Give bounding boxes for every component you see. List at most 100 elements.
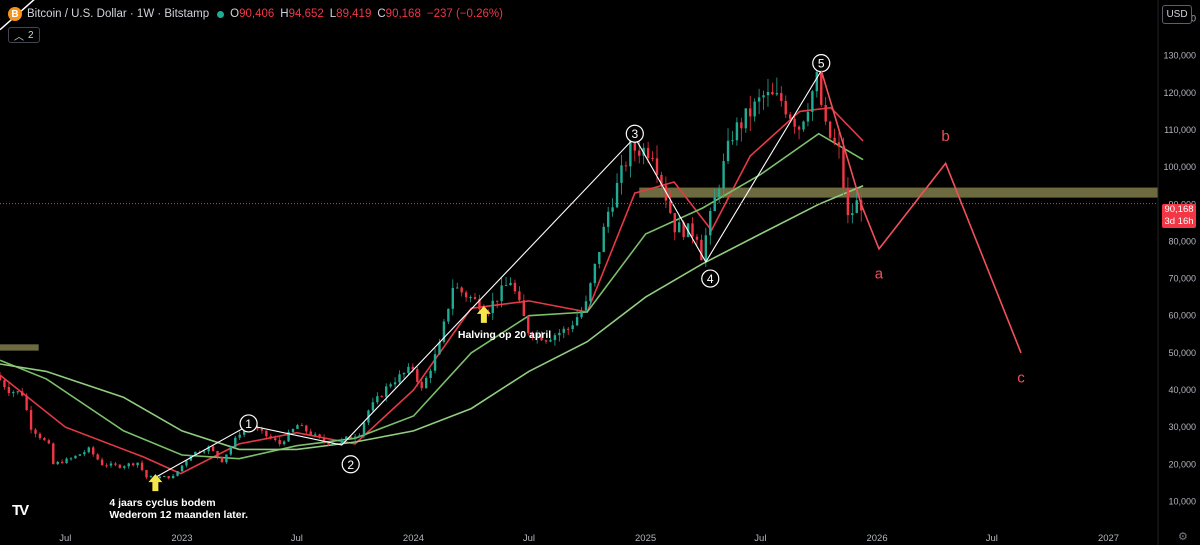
candle-body-185: [820, 72, 823, 105]
bitcoin-coin-icon: B: [8, 7, 22, 21]
candle-body-153: [677, 222, 681, 233]
change-value: −237 (−0.26%): [426, 8, 503, 20]
wave-label-4: 5: [818, 57, 825, 71]
x-tick-label-6: Jul: [754, 533, 766, 544]
market-status-icon: [217, 10, 225, 18]
candle-body-27: [118, 464, 122, 468]
candle-body-151: [669, 200, 672, 214]
candle-body-99: [438, 341, 441, 355]
y-tick-label-12: 130,000: [1163, 51, 1196, 61]
candle-body-54: [238, 434, 241, 438]
projection: a b c: [820, 70, 1025, 387]
symbol-header[interactable]: B Bitcoin / U.S. Dollar · 1W · Bitstamp …: [8, 6, 509, 22]
high-label: H: [280, 8, 289, 20]
candle-body-5: [20, 391, 24, 396]
candle-body-118: [522, 300, 526, 317]
candle-body-102: [451, 287, 454, 309]
candle-body-173: [766, 91, 770, 96]
candle-body-59: [260, 429, 264, 431]
candle-body-22: [96, 454, 99, 460]
candle-body-134: [593, 263, 597, 284]
candle-body-176: [780, 93, 783, 101]
candle-body-187: [828, 121, 832, 138]
last-price-label: 90,168 3d 16h: [1162, 204, 1196, 228]
bar-countdown: 3d 16h: [1164, 216, 1194, 227]
candle-body-126: [558, 332, 561, 336]
candle-body-3: [12, 391, 15, 394]
candle-body-192: [851, 213, 854, 216]
candle-body-167: [740, 122, 743, 129]
indicator-collapse-button[interactable]: ︿ 2: [8, 27, 40, 43]
candle-body-113: [500, 285, 503, 302]
annotation-text-1-0: Halving op 20 april: [458, 329, 551, 341]
candle-body-92: [407, 366, 410, 373]
annotation-text-0-1: Wederom 12 maanden later.: [109, 509, 248, 521]
candle-body-181: [802, 121, 805, 130]
candle-body-121: [535, 333, 539, 337]
candle-body-170: [753, 101, 756, 117]
candle-body-139: [615, 182, 619, 208]
symbol-title[interactable]: Bitcoin / U.S. Dollar · 1W · Bitstamp: [27, 8, 210, 20]
currency-button[interactable]: USD: [1162, 5, 1192, 24]
candle-body-40: [176, 471, 179, 476]
candle-body-72: [318, 434, 321, 438]
low-value: 89,419: [336, 8, 372, 20]
candle-body-143: [633, 140, 637, 151]
candle-body-78: [345, 436, 348, 440]
y-tick-label-1: 20,000: [1168, 459, 1196, 469]
x-tick-label-4: Jul: [523, 533, 535, 544]
candle-body-177: [784, 100, 787, 115]
candle-body-156: [691, 223, 694, 237]
candle-body-96: [424, 377, 428, 389]
candle-body-80: [353, 436, 357, 438]
candle-body-182: [806, 111, 810, 122]
candle-body-178: [788, 114, 792, 119]
moving-averages: [0, 106, 864, 475]
candle-body-61: [269, 436, 272, 439]
candle-body-67: [296, 425, 299, 429]
candle-body-107: [473, 297, 477, 299]
candle-body-63: [278, 439, 281, 445]
candle-body-10: [43, 438, 46, 441]
candle-body-11: [47, 440, 51, 444]
candle-body-111: [491, 300, 494, 314]
candle-body-142: [629, 140, 632, 167]
candle-body-112: [495, 300, 499, 302]
candle-body-152: [673, 213, 676, 233]
candle-body-58: [256, 428, 259, 430]
candle-body-50: [220, 456, 224, 463]
candle-body-160: [709, 211, 712, 236]
moving-average-2: [0, 184, 864, 451]
x-tick-label-5: 2025: [635, 533, 656, 544]
wave-label-0: 1: [245, 417, 252, 431]
time-axis[interactable]: Jul 2023 Jul 2024 Jul 2025 Jul 2026 Jul 2027: [59, 533, 1119, 544]
candle-body-38: [167, 476, 170, 479]
wave-label-2: 3: [631, 127, 638, 141]
candle-body-44: [194, 451, 197, 456]
candle-body-117: [518, 291, 521, 301]
y-tick-label-5: 60,000: [1168, 311, 1196, 321]
candle-body-105: [464, 292, 468, 298]
x-tick-label-7: 2026: [866, 533, 887, 544]
gear-icon[interactable]: ⚙: [1178, 531, 1188, 543]
candle-body-26: [114, 463, 117, 465]
chevron-up-icon: ︿: [14, 31, 24, 43]
candle-body-82: [362, 422, 366, 436]
candle-body-147: [651, 157, 654, 159]
y-tick-label-10: 110,000: [1164, 125, 1196, 135]
candle-body-104: [460, 287, 463, 293]
candle-body-135: [598, 251, 601, 264]
candle-body-119: [527, 316, 530, 334]
candle-body-131: [580, 310, 583, 318]
candle-body-174: [771, 91, 774, 95]
candle-body-97: [429, 370, 432, 378]
indicator-count: 2: [28, 29, 34, 41]
wave-circle-2: [625, 124, 644, 143]
candle-body-25: [109, 463, 113, 466]
candle-body-148: [655, 158, 659, 175]
candle-body-62: [274, 438, 277, 440]
candle-body-129: [571, 325, 574, 330]
x-tick-label-1: 2023: [171, 533, 192, 544]
